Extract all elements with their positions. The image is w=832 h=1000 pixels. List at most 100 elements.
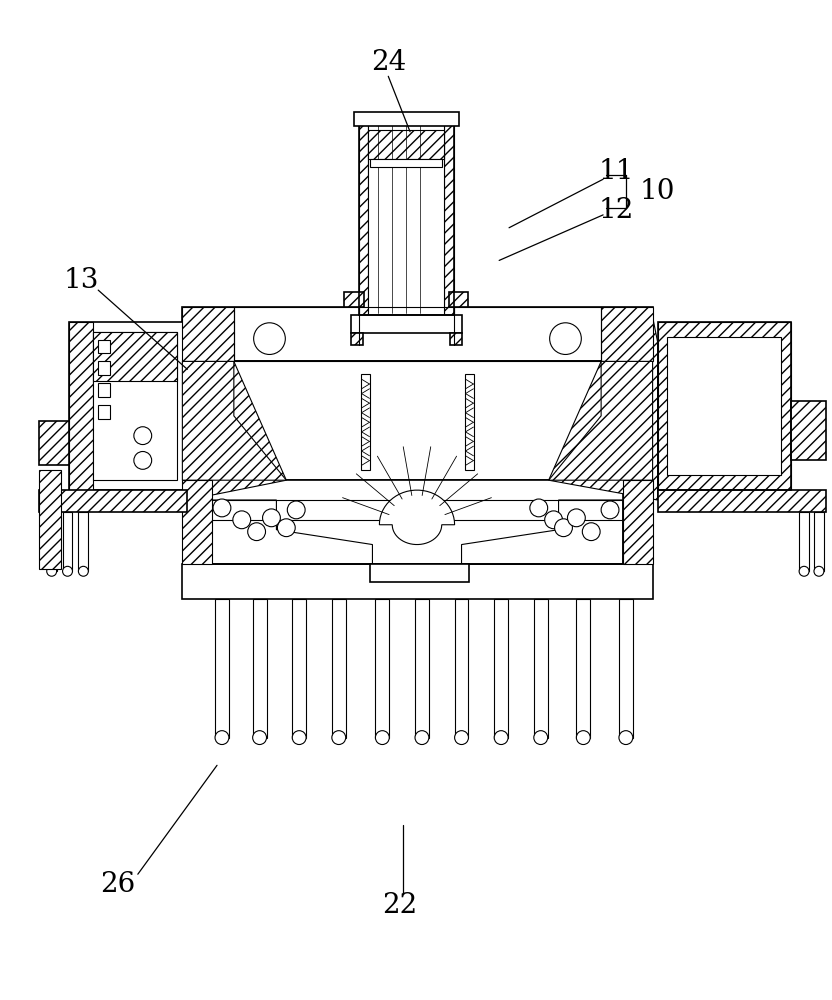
Circle shape [78,566,88,576]
Bar [375,599,389,738]
Bar [332,599,346,738]
Circle shape [134,427,151,445]
Bar [47,512,57,571]
Polygon shape [93,332,177,381]
Bar [212,480,623,564]
Circle shape [233,511,250,529]
Bar [359,122,369,315]
Bar [602,307,652,361]
Circle shape [534,731,547,745]
Circle shape [602,501,619,519]
Bar [182,361,652,480]
Circle shape [799,566,809,576]
Bar [98,405,110,419]
Circle shape [814,566,824,576]
Circle shape [292,731,306,745]
Bar [814,512,824,571]
Polygon shape [379,490,454,545]
Circle shape [213,499,230,517]
Bar [359,122,453,315]
Bar [454,599,468,738]
Bar [182,564,652,599]
Bar [98,383,110,397]
Polygon shape [182,361,286,480]
Circle shape [494,731,508,745]
Bar [448,292,468,307]
Circle shape [555,519,572,537]
Text: 13: 13 [64,267,99,294]
Bar [234,307,602,361]
Bar [93,332,177,480]
Circle shape [619,731,633,745]
Polygon shape [548,317,657,500]
Circle shape [62,566,72,576]
Bar [68,322,93,490]
Bar [350,333,363,345]
Bar [443,122,453,315]
Circle shape [47,566,57,576]
Text: 12: 12 [598,197,634,224]
Bar [369,130,443,159]
Bar [360,374,370,470]
Circle shape [530,499,547,517]
Text: 10: 10 [640,178,676,205]
Bar [62,512,72,571]
Bar [577,599,590,738]
Circle shape [134,451,151,469]
Bar [657,322,791,490]
Circle shape [567,509,585,527]
Circle shape [375,731,389,745]
Circle shape [254,323,285,354]
Polygon shape [623,480,652,564]
Bar [657,490,826,512]
Bar [182,307,652,361]
Bar [292,599,306,738]
Text: 11: 11 [598,158,634,185]
Bar [182,307,234,361]
Bar [253,599,266,738]
Bar [215,599,229,738]
Bar [370,159,442,167]
Bar [98,361,110,375]
Bar [791,401,826,460]
Bar [98,340,110,353]
Circle shape [332,731,346,745]
Bar [449,333,462,345]
Circle shape [277,519,295,537]
Bar [344,292,364,307]
Bar [370,564,469,582]
Polygon shape [182,480,212,564]
Circle shape [253,731,266,745]
Bar [619,599,633,738]
Circle shape [415,731,428,745]
Text: 26: 26 [101,871,136,898]
Polygon shape [182,317,286,500]
Circle shape [577,731,590,745]
Bar [39,421,68,465]
Bar [369,122,443,315]
Circle shape [550,323,582,354]
Circle shape [215,731,229,745]
Bar [39,490,187,512]
Bar [39,470,61,569]
Bar [78,512,88,571]
Bar [799,512,809,571]
Text: 24: 24 [370,49,406,76]
Bar [464,374,474,470]
Bar [68,322,187,490]
Bar [657,322,791,490]
Text: 22: 22 [383,892,418,919]
Bar [494,599,508,738]
Circle shape [454,731,468,745]
Bar [354,112,458,126]
Circle shape [248,523,265,541]
Bar [350,315,462,333]
Circle shape [545,511,562,529]
Polygon shape [548,361,652,480]
Bar [667,337,781,475]
Bar [415,599,428,738]
Circle shape [287,501,305,519]
Bar [534,599,547,738]
Circle shape [582,523,600,541]
Circle shape [263,509,280,527]
